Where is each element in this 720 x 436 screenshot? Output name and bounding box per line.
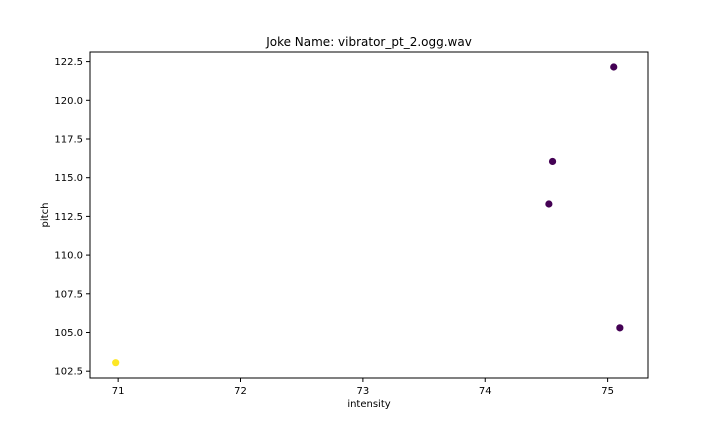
x-tick-label: 75 xyxy=(601,386,614,397)
x-tick-label: 73 xyxy=(357,386,370,397)
y-tick-label: 120.0 xyxy=(54,96,83,107)
scatter-point xyxy=(616,324,624,332)
scatter-point xyxy=(548,157,557,166)
scatter-point xyxy=(112,359,120,367)
y-tick-label: 107.5 xyxy=(54,289,83,300)
x-axis-ticks: 71 72 73 74 75 xyxy=(112,378,614,397)
y-tick-label: 102.5 xyxy=(54,367,83,378)
x-tick-label: 72 xyxy=(234,386,247,397)
scatter-point xyxy=(610,63,618,71)
y-tick-label: 122.5 xyxy=(54,57,83,68)
x-tick-label: 74 xyxy=(479,386,492,397)
y-tick-label: 105.0 xyxy=(54,328,83,339)
scatter-point xyxy=(545,200,553,208)
plot-frame xyxy=(89,51,649,379)
y-tick-label: 117.5 xyxy=(54,134,83,145)
y-axis-ticks: 102.5 105.0 107.5 110.0 112.5 115.0 117.5 120.0… xyxy=(54,57,90,378)
y-tick-label: 110.0 xyxy=(54,251,83,262)
x-tick-label: 71 xyxy=(112,386,125,397)
x-axis-label: intensity xyxy=(347,399,390,410)
data-points xyxy=(112,63,624,367)
y-tick-label: 112.5 xyxy=(54,212,83,223)
y-axis-label: pitch xyxy=(40,203,51,228)
chart-title: Joke Name: vibrator_pt_2.ogg.wav xyxy=(265,35,472,49)
y-tick-label: 115.0 xyxy=(54,173,83,184)
